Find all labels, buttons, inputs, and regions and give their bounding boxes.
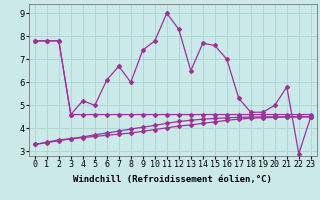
X-axis label: Windchill (Refroidissement éolien,°C): Windchill (Refroidissement éolien,°C) <box>73 175 272 184</box>
